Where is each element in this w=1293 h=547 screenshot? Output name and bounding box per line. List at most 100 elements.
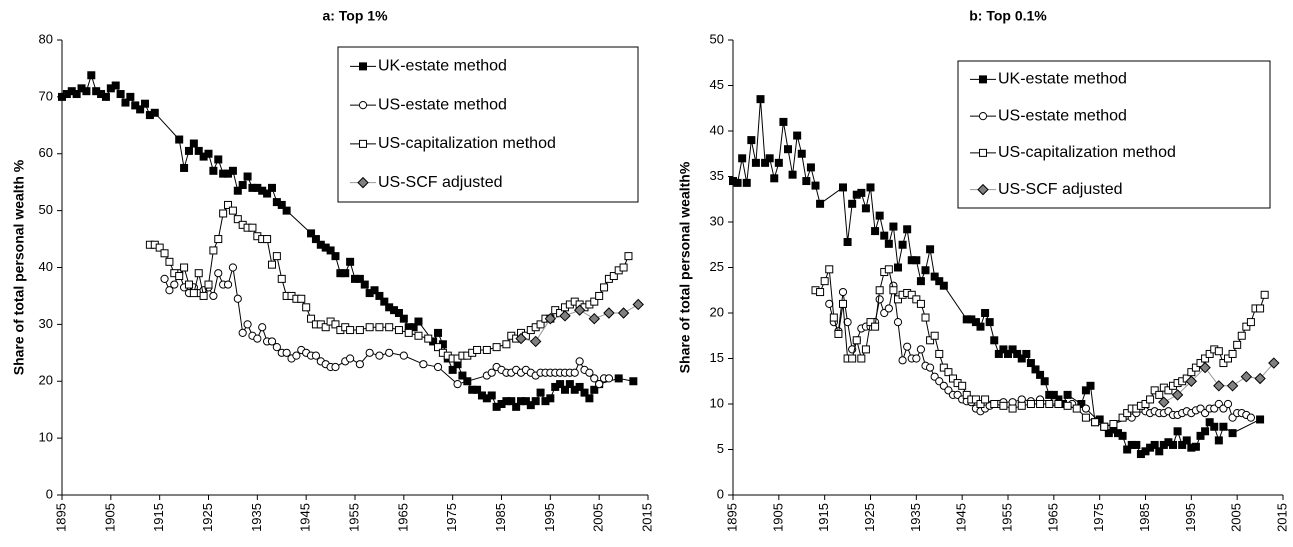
marker (774, 158, 783, 167)
y-axis-label: Share of total personal wealth% (677, 161, 693, 373)
marker (894, 263, 902, 272)
x-tick-label: 1945 (298, 503, 313, 532)
marker (935, 277, 944, 286)
marker (600, 283, 609, 292)
x-tick-label: 1925 (862, 503, 877, 532)
marker (394, 326, 403, 335)
marker (811, 181, 820, 190)
marker (1132, 440, 1141, 449)
marker (263, 235, 272, 244)
marker (228, 263, 238, 272)
marker (1226, 380, 1239, 392)
marker (419, 360, 428, 369)
marker (857, 188, 866, 197)
marker (866, 318, 875, 327)
y-tick-label: 60 (39, 145, 53, 160)
marker (852, 336, 861, 345)
marker (990, 336, 999, 345)
x-tick-label: 1995 (1183, 503, 1198, 532)
marker (903, 342, 912, 351)
marker (1199, 361, 1211, 374)
marker (839, 183, 847, 192)
marker (614, 374, 623, 383)
marker (816, 288, 825, 297)
marker (834, 329, 843, 338)
marker (355, 274, 364, 283)
marker (1123, 445, 1132, 454)
marker (487, 391, 496, 400)
x-tick-label: 1935 (908, 503, 923, 532)
marker (1228, 429, 1237, 438)
x-tick-label: 1975 (1091, 503, 1106, 532)
marker (282, 206, 291, 215)
marker (399, 314, 408, 323)
marker (357, 176, 369, 189)
marker (971, 395, 980, 404)
marker (912, 256, 921, 265)
marker (765, 154, 774, 163)
legend-box (337, 46, 639, 203)
legend-label: US-capitalization method (378, 135, 556, 152)
marker (921, 266, 930, 275)
marker (979, 75, 987, 84)
marker (1045, 400, 1054, 408)
marker (375, 291, 384, 300)
marker (1185, 375, 1198, 387)
marker (595, 379, 604, 389)
marker (747, 136, 756, 145)
marker (866, 183, 875, 192)
marker (880, 231, 889, 240)
marker (756, 95, 765, 104)
marker (604, 374, 614, 383)
marker (921, 313, 930, 322)
marker (1072, 404, 1081, 413)
marker (1224, 354, 1232, 363)
marker (820, 277, 829, 286)
marker (72, 90, 81, 99)
marker (871, 227, 880, 236)
marker (365, 348, 374, 357)
marker (619, 263, 628, 272)
legend-label: US-SCF adjusted (998, 181, 1123, 198)
marker (560, 385, 569, 394)
marker (1004, 349, 1012, 358)
y-tick-label: 50 (710, 31, 724, 46)
x-tick-label: 1955 (346, 503, 361, 532)
marker (277, 200, 286, 209)
marker (248, 223, 257, 232)
marker (458, 371, 467, 380)
marker (779, 117, 788, 126)
marker (515, 332, 527, 345)
marker (189, 289, 198, 298)
marker (761, 158, 770, 167)
marker (999, 401, 1008, 410)
marker (214, 269, 223, 278)
marker (238, 181, 247, 190)
marker (370, 286, 379, 295)
marker (492, 343, 501, 352)
marker (793, 131, 802, 140)
marker (180, 163, 189, 172)
marker (434, 343, 443, 352)
marker (976, 400, 985, 408)
marker (839, 299, 847, 308)
marker (219, 209, 228, 218)
y-tick-label: 10 (39, 430, 53, 445)
marker (385, 348, 394, 357)
marker (267, 337, 277, 346)
marker (209, 291, 218, 301)
marker (321, 323, 330, 332)
marker (136, 105, 145, 114)
marker (1036, 370, 1045, 379)
x-tick-label: 1915 (816, 503, 831, 532)
marker (1109, 420, 1118, 429)
marker (907, 290, 916, 299)
marker (1210, 422, 1219, 431)
marker (971, 318, 980, 327)
marker (473, 345, 482, 354)
marker (473, 385, 482, 394)
marker (926, 245, 935, 254)
x-tick-label: 1895 (724, 503, 739, 532)
marker (990, 400, 999, 408)
marker (1036, 400, 1045, 408)
